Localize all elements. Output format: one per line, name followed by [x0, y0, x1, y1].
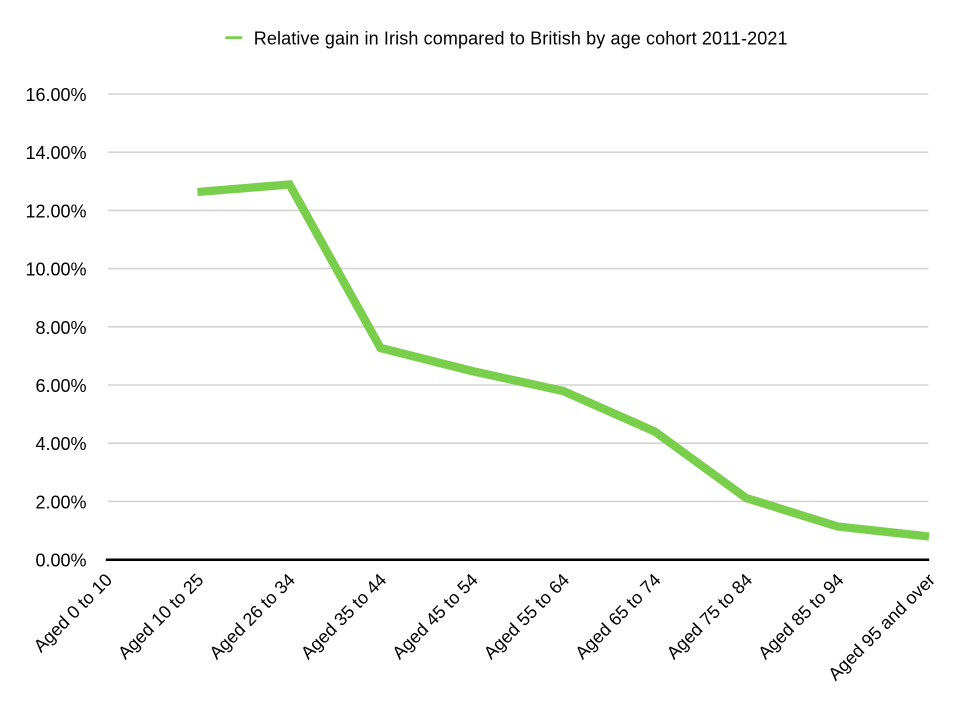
svg-text:Aged 75 to 84: Aged 75 to 84: [663, 570, 756, 663]
svg-text:Relative gain in Irish compare: Relative gain in Irish compared to Briti…: [254, 29, 788, 49]
svg-text:0.00%: 0.00%: [35, 551, 86, 571]
svg-text:12.00%: 12.00%: [25, 201, 86, 221]
svg-text:10.00%: 10.00%: [25, 260, 86, 280]
svg-text:Aged 26 to 34: Aged 26 to 34: [205, 570, 298, 663]
svg-text:6.00%: 6.00%: [35, 376, 86, 396]
svg-text:Aged 35 to 44: Aged 35 to 44: [297, 570, 390, 663]
svg-text:14.00%: 14.00%: [25, 143, 86, 163]
svg-text:Aged 45 to 54: Aged 45 to 54: [388, 570, 481, 663]
svg-text:16.00%: 16.00%: [25, 85, 86, 105]
svg-text:Aged 10 to 25: Aged 10 to 25: [114, 570, 207, 663]
svg-text:Aged 0 to 10: Aged 0 to 10: [30, 570, 116, 656]
svg-text:Aged 55 to 64: Aged 55 to 64: [480, 570, 573, 663]
svg-text:4.00%: 4.00%: [35, 434, 86, 454]
svg-text:Aged 65 to 74: Aged 65 to 74: [571, 570, 664, 663]
svg-text:Aged 85 to 94: Aged 85 to 94: [754, 570, 847, 663]
svg-text:2.00%: 2.00%: [35, 492, 86, 512]
svg-text:8.00%: 8.00%: [35, 318, 86, 338]
